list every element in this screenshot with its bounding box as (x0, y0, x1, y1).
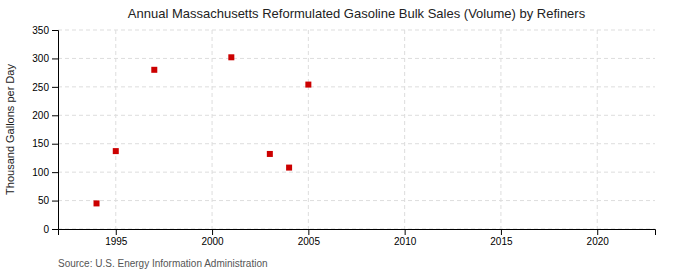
x-tick: 2005 (298, 229, 321, 247)
x-tick-mark (405, 229, 406, 235)
point (94, 200, 100, 206)
x-tick-label: 1995 (105, 236, 128, 247)
title: Annual Massachusetts Reformulated Gasoli… (128, 6, 586, 21)
y-tick-mark (52, 115, 58, 116)
grid-line (58, 58, 655, 59)
x-tick: 2000 (201, 229, 224, 247)
grid-line (58, 86, 655, 87)
grid-line (212, 30, 213, 229)
points (94, 54, 312, 206)
x-tick-mark (308, 229, 309, 235)
y-tick-mark (52, 172, 58, 173)
grid-line (58, 30, 655, 31)
y-tick: 250 (32, 82, 58, 93)
y-tick-label: 200 (32, 110, 49, 121)
point (286, 165, 292, 171)
grid-line (404, 30, 405, 229)
y-tick-mark (52, 201, 58, 202)
x-tick-label: 2020 (587, 236, 610, 247)
y-tick: 50 (38, 195, 58, 206)
x-axis-line (59, 230, 656, 236)
y-tick-label: 250 (32, 82, 49, 93)
x-tick-label: 2000 (201, 236, 224, 247)
grid-line (308, 30, 309, 229)
grid-line (500, 30, 501, 229)
y-tick-mark (52, 30, 58, 31)
y-tick-label: 300 (32, 53, 49, 64)
grid-line (58, 172, 655, 173)
y-tick-mark (52, 87, 58, 88)
x-tick-label: 2005 (298, 236, 321, 247)
point (151, 67, 157, 73)
point (113, 148, 119, 154)
x-tick-label: 2015 (490, 236, 513, 247)
y-tick-mark (52, 58, 58, 59)
y-tick: 350 (32, 25, 58, 36)
x-tick: 2010 (394, 229, 417, 247)
point (267, 151, 273, 157)
x-tick: 2020 (587, 229, 610, 247)
x-tick-mark (597, 229, 598, 235)
point (305, 82, 311, 88)
x-tick-mark (501, 229, 502, 235)
x-tick-label: 2010 (394, 236, 417, 247)
annotation: Source: U.S. Energy Information Administ… (58, 258, 268, 269)
x-tick-mark (116, 229, 117, 235)
grid-line (597, 30, 598, 229)
y-tick: 0 (43, 224, 58, 235)
y-tick-label: 100 (32, 167, 49, 178)
y-tick-label: 150 (32, 138, 49, 149)
x-tick: 1995 (105, 229, 128, 247)
grid-line (58, 115, 655, 116)
y-tick-label: 50 (38, 195, 50, 206)
y-tick: 300 (32, 53, 58, 64)
y-tick: 200 (32, 110, 58, 121)
grid (58, 30, 655, 229)
y-tick-mark (52, 144, 58, 145)
x-tick: 2015 (490, 229, 513, 247)
y-axis-line (52, 31, 59, 230)
grid-line (58, 143, 655, 144)
x-axis: 1995 2000 2005 2010 2015 2020 (59, 229, 656, 247)
y-tick-mark (52, 229, 58, 230)
grid-line (58, 200, 655, 201)
y-tick: 100 (32, 167, 58, 178)
x-tick-mark (212, 229, 213, 235)
y-axis: 0 50 100 150 200 250 300 350 (32, 25, 58, 235)
y-axis-title: Thousand Gallons per Day (4, 64, 16, 195)
y-tick: 150 (32, 138, 58, 149)
y-tick-label: 350 (32, 25, 49, 36)
plot-area: 1995 2000 2005 2010 2015 2020 0 50 100 150 200 250 3… (32, 25, 655, 247)
y-tick-label: 0 (43, 224, 49, 235)
grid-line (115, 30, 116, 229)
chart: 1995 2000 2005 2010 2015 2020 0 50 100 150 200 250 3… (0, 0, 675, 275)
point (228, 54, 234, 60)
